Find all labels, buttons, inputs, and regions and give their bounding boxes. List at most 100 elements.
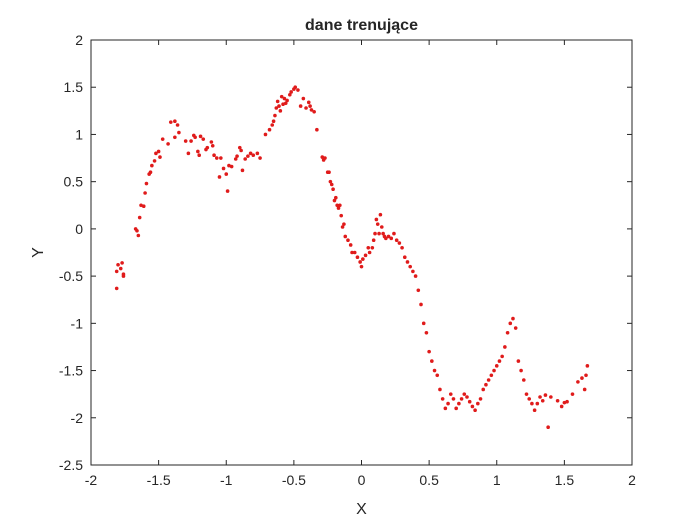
data-point — [361, 257, 365, 261]
data-point — [301, 96, 306, 101]
data-point — [197, 153, 201, 158]
data-point — [481, 387, 486, 392]
data-point — [508, 321, 513, 326]
data-point — [251, 153, 256, 158]
data-point — [338, 203, 342, 208]
data-point — [210, 143, 215, 148]
data-point — [282, 96, 287, 101]
data-point — [432, 368, 437, 373]
data-point — [177, 130, 181, 135]
data-point — [511, 316, 515, 321]
data-point — [524, 392, 529, 396]
data-point — [214, 156, 219, 160]
data-point — [279, 94, 284, 99]
data-point — [408, 264, 412, 269]
data-point — [370, 245, 375, 250]
data-point — [189, 139, 193, 143]
data-point — [505, 330, 510, 335]
data-point — [540, 398, 545, 403]
data-point — [413, 274, 418, 278]
data-points — [114, 85, 590, 430]
data-point — [424, 330, 429, 335]
data-point — [160, 137, 165, 141]
data-point — [343, 234, 348, 239]
data-point — [221, 166, 226, 171]
data-point — [519, 368, 523, 373]
data-point — [484, 382, 488, 387]
y-tick-label: -2 — [71, 410, 84, 426]
data-point — [235, 154, 239, 158]
data-point — [201, 137, 206, 141]
x-tick-label: -1.5 — [147, 472, 171, 488]
data-point — [473, 408, 477, 413]
data-point — [248, 151, 253, 156]
data-point — [546, 425, 550, 430]
data-point — [405, 260, 410, 264]
data-point — [267, 127, 272, 132]
data-point — [243, 157, 247, 161]
data-point — [438, 387, 442, 392]
data-point — [340, 225, 345, 229]
data-point — [240, 168, 245, 173]
data-point — [421, 321, 426, 326]
data-point — [419, 302, 423, 307]
data-point — [306, 100, 311, 105]
data-point — [270, 123, 275, 127]
data-point — [336, 206, 341, 210]
y-tick-label: 0 — [75, 221, 83, 237]
data-point — [443, 406, 448, 411]
data-point — [323, 156, 327, 160]
y-tick-label: 0.5 — [64, 174, 84, 190]
data-point — [489, 373, 494, 378]
data-point — [562, 400, 567, 405]
data-point — [116, 262, 120, 267]
data-point — [237, 145, 242, 150]
data-point — [470, 404, 475, 409]
data-point — [570, 392, 575, 396]
data-point — [327, 170, 331, 175]
plot-area — [91, 40, 632, 465]
data-point — [304, 106, 308, 110]
data-point — [285, 98, 289, 103]
data-point — [229, 164, 234, 169]
data-point — [175, 123, 180, 127]
data-point — [462, 392, 467, 396]
data-point — [530, 401, 534, 406]
data-point — [513, 326, 518, 330]
data-point — [440, 397, 445, 401]
data-point — [296, 88, 300, 92]
data-point — [334, 195, 338, 200]
data-point — [331, 187, 335, 192]
x-tick-label: 0 — [358, 472, 366, 488]
data-point — [183, 139, 188, 143]
data-point — [275, 99, 280, 104]
data-point — [580, 376, 584, 380]
x-axis-label: X — [356, 501, 367, 518]
data-point — [328, 179, 333, 184]
data-point — [576, 380, 580, 384]
data-point — [375, 222, 380, 226]
data-point — [225, 189, 230, 193]
data-point — [258, 156, 262, 160]
data-point — [377, 231, 381, 236]
data-point — [392, 231, 396, 236]
data-point — [335, 203, 339, 208]
data-point — [320, 155, 325, 159]
y-tick-label: 1.5 — [64, 79, 84, 95]
data-point — [585, 364, 590, 368]
data-point — [384, 236, 388, 241]
x-tick-label: 0.5 — [419, 472, 439, 488]
data-point — [459, 397, 464, 401]
data-point — [430, 359, 434, 363]
data-point — [352, 250, 357, 255]
data-point — [492, 368, 496, 373]
data-point — [278, 109, 283, 113]
data-point — [373, 231, 377, 236]
data-point — [209, 140, 214, 144]
data-point — [465, 395, 469, 399]
data-point — [288, 92, 292, 97]
data-point — [367, 250, 372, 255]
data-point — [500, 354, 504, 359]
data-point — [289, 90, 293, 94]
